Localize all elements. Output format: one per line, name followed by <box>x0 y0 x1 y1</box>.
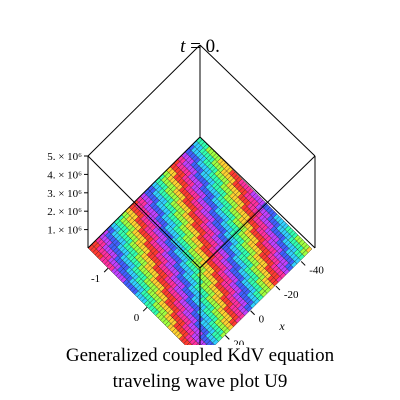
z-tick-label: 1. × 10⁶ <box>47 225 82 237</box>
surface-patch <box>210 342 215 345</box>
x-tick-mark <box>275 285 281 291</box>
x-axis: -40-2002040x <box>224 261 324 345</box>
x-tick-mark <box>250 310 255 316</box>
y-tick-label: -1 <box>91 273 100 285</box>
x-tick-label: -40 <box>309 264 324 276</box>
y-tick-mark <box>142 306 148 312</box>
x-tick-label: 0 <box>259 314 265 326</box>
z-tick-label: 3. × 10⁶ <box>47 188 82 200</box>
z-tick-label: 5. × 10⁶ <box>47 151 82 163</box>
x-tick-label: 20 <box>233 338 245 345</box>
box-edge-floor-back-left <box>87 136 201 249</box>
x-tick-label: -20 <box>284 289 299 301</box>
box-edge-top-front-right <box>199 155 316 269</box>
box-edge-top-front-left <box>87 155 201 269</box>
box-edge-top-back-left <box>87 44 201 157</box>
x-axis-label: x <box>278 319 285 333</box>
z-axis: 5. × 10⁶ 4. × 10⁶ 3. × 10⁶ 2. × 10⁶ 1. × 10⁶ <box>47 151 88 237</box>
x-tick-mark <box>300 261 306 266</box>
surface-patch <box>305 246 313 253</box>
y-axis: -1 0 <box>91 267 148 324</box>
bounding-box <box>87 44 316 345</box>
x-tick-mark <box>224 335 230 340</box>
z-tick-label: 4. × 10⁶ <box>47 169 82 181</box>
caption-line-1: Generalized coupled KdV equation <box>65 345 335 366</box>
y-tick-label: 0 <box>134 312 140 324</box>
caption-line-2: traveling wave plot U9 <box>112 371 288 392</box>
box-edge-top-back-right <box>199 44 316 157</box>
z-tick-label: 2. × 10⁶ <box>47 206 82 218</box>
box-edge-floor-back-right <box>199 136 316 249</box>
y-tick-mark <box>103 267 109 273</box>
surface-plot: 5. × 10⁶ 4. × 10⁶ 3. × 10⁶ 2. × 10⁶ 1. × 10⁶… <box>47 36 324 345</box>
plot-title: t = 0. <box>180 36 220 57</box>
surface-mesh <box>87 136 313 345</box>
surface-patch <box>196 343 201 345</box>
